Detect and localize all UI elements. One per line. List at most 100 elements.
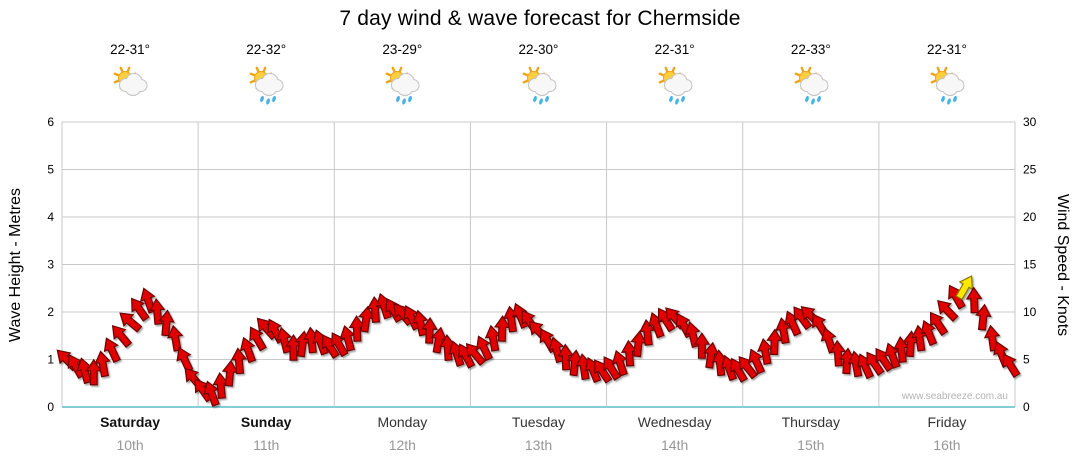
left-axis-tick: 0 [47, 400, 54, 414]
wind-arrow [620, 339, 638, 367]
wind-arrow [103, 337, 121, 364]
wind-arrow [330, 332, 349, 358]
wind-arrow [1002, 353, 1021, 379]
wind-arrow [203, 380, 220, 407]
wind-arrow [756, 338, 774, 366]
wind-arrow [738, 355, 759, 380]
left-axis-tick: 1 [47, 353, 54, 367]
wind-arrow [965, 286, 983, 314]
temperature-range: 23-29° [382, 42, 423, 57]
sun-cloud-rain-icon [249, 66, 284, 105]
wind-arrow [249, 326, 267, 352]
day-axis-label-sunday: Sunday 11th [198, 414, 334, 453]
wind-arrow [348, 315, 366, 342]
wind-arrow [929, 311, 949, 337]
wind-arrow [158, 309, 175, 337]
wind-arrow [875, 347, 894, 373]
wind-arrow [594, 359, 613, 384]
wind-arrow [493, 315, 511, 342]
right-axis-tick: 10 [1023, 305, 1037, 319]
wind-arrow [920, 319, 938, 347]
wind-arrow [85, 358, 103, 386]
temperature-range: 22-30° [518, 42, 559, 57]
day-name: Tuesday [511, 414, 566, 430]
sun-cloud-rain-icon [522, 66, 556, 105]
wind-arrow [421, 316, 438, 344]
date-label: 15th [797, 437, 825, 453]
left-axis-tick: 6 [47, 115, 54, 129]
wind-arrow-series [56, 275, 1021, 407]
day-forecast-saturday: 22-31° [75, 42, 185, 107]
day-axis-label-saturday: Saturday 10th [62, 414, 198, 453]
wind-arrow [557, 343, 574, 371]
wind-arrow [711, 349, 729, 377]
day-axis-label-thursday: Thursday 15th [743, 414, 879, 453]
right-axis-tick: 25 [1023, 163, 1037, 177]
wind-arrow [693, 332, 711, 359]
day-forecast-sunday: 22-32° [211, 42, 321, 107]
temperature-range: 22-31° [654, 42, 695, 57]
wind-arrow [484, 324, 502, 352]
left-axis-tick: 5 [47, 163, 54, 177]
wind-arrow [937, 299, 959, 322]
sun-cloud-rain-icon [794, 66, 829, 105]
sun-cloud-icon [113, 66, 148, 96]
wind-arrow [131, 297, 150, 322]
date-label: 16th [933, 437, 961, 453]
date-label: 14th [661, 437, 689, 453]
wind-arrow [465, 343, 487, 367]
watermark: www.seabreeze.com.au [901, 391, 1008, 402]
sun-cloud-rain-icon [658, 66, 693, 105]
wind-arrow [603, 356, 622, 381]
wind-arrow [475, 335, 493, 362]
day-name: Friday [927, 414, 967, 430]
wind-arrow [748, 348, 766, 375]
date-label: 11th [253, 437, 280, 453]
sun-cloud-rain-icon [385, 66, 420, 105]
date-label: 13th [524, 437, 553, 453]
right-axis-tick: 30 [1023, 115, 1037, 129]
wind-arrow [766, 328, 783, 356]
wind-arrow-highlight [955, 275, 973, 301]
wind-arrow [838, 347, 856, 375]
wind-arrow [884, 342, 901, 369]
wind-arrow [430, 326, 448, 354]
day-name: Saturday [100, 414, 161, 430]
wind-arrow [702, 341, 720, 369]
wind-arrow [321, 334, 340, 360]
temperature-range: 22-31° [926, 42, 967, 57]
temperature-range: 22-32° [246, 42, 287, 57]
wind-arrow [866, 351, 885, 376]
wind-arrow [975, 303, 992, 331]
left-axis-tick: 2 [47, 305, 54, 319]
wind-arrow [857, 353, 875, 380]
day-axis-label-wednesday: Wednesday 14th [607, 414, 743, 453]
wind-arrow [111, 324, 133, 348]
temperature-range: 22-33° [790, 42, 831, 57]
day-axis-label-friday: Friday 16th [879, 414, 1015, 453]
wind-arrow [829, 339, 847, 367]
day-forecast-tuesday: 22-30° [484, 42, 594, 107]
wind-arrow [784, 310, 802, 337]
day-forecast-friday: 22-31° [892, 42, 1002, 107]
sun-cloud-rain-icon [930, 66, 965, 105]
right-axis-tick: 15 [1023, 258, 1037, 272]
wind-arrow [212, 372, 229, 400]
wind-arrow [94, 350, 111, 378]
left-axis-tick: 3 [47, 258, 54, 272]
date-label: 10th [116, 437, 144, 453]
day-name: Sunday [240, 414, 292, 430]
right-axis-tick: 5 [1023, 353, 1030, 367]
temperature-range: 22-31° [110, 42, 151, 57]
wind-arrow [793, 306, 813, 331]
day-forecast-thursday: 22-33° [756, 42, 866, 107]
right-axis-tick: 0 [1023, 400, 1030, 414]
day-axis-label-monday: Monday 12th [334, 414, 470, 453]
wind-arrow [630, 330, 647, 358]
day-name: Thursday [781, 414, 840, 430]
day-axis-label-tuesday: Tuesday 13th [471, 414, 607, 453]
right-axis-tick: 20 [1023, 210, 1037, 224]
wind-arrow [221, 359, 239, 387]
day-name: Monday [377, 414, 428, 430]
